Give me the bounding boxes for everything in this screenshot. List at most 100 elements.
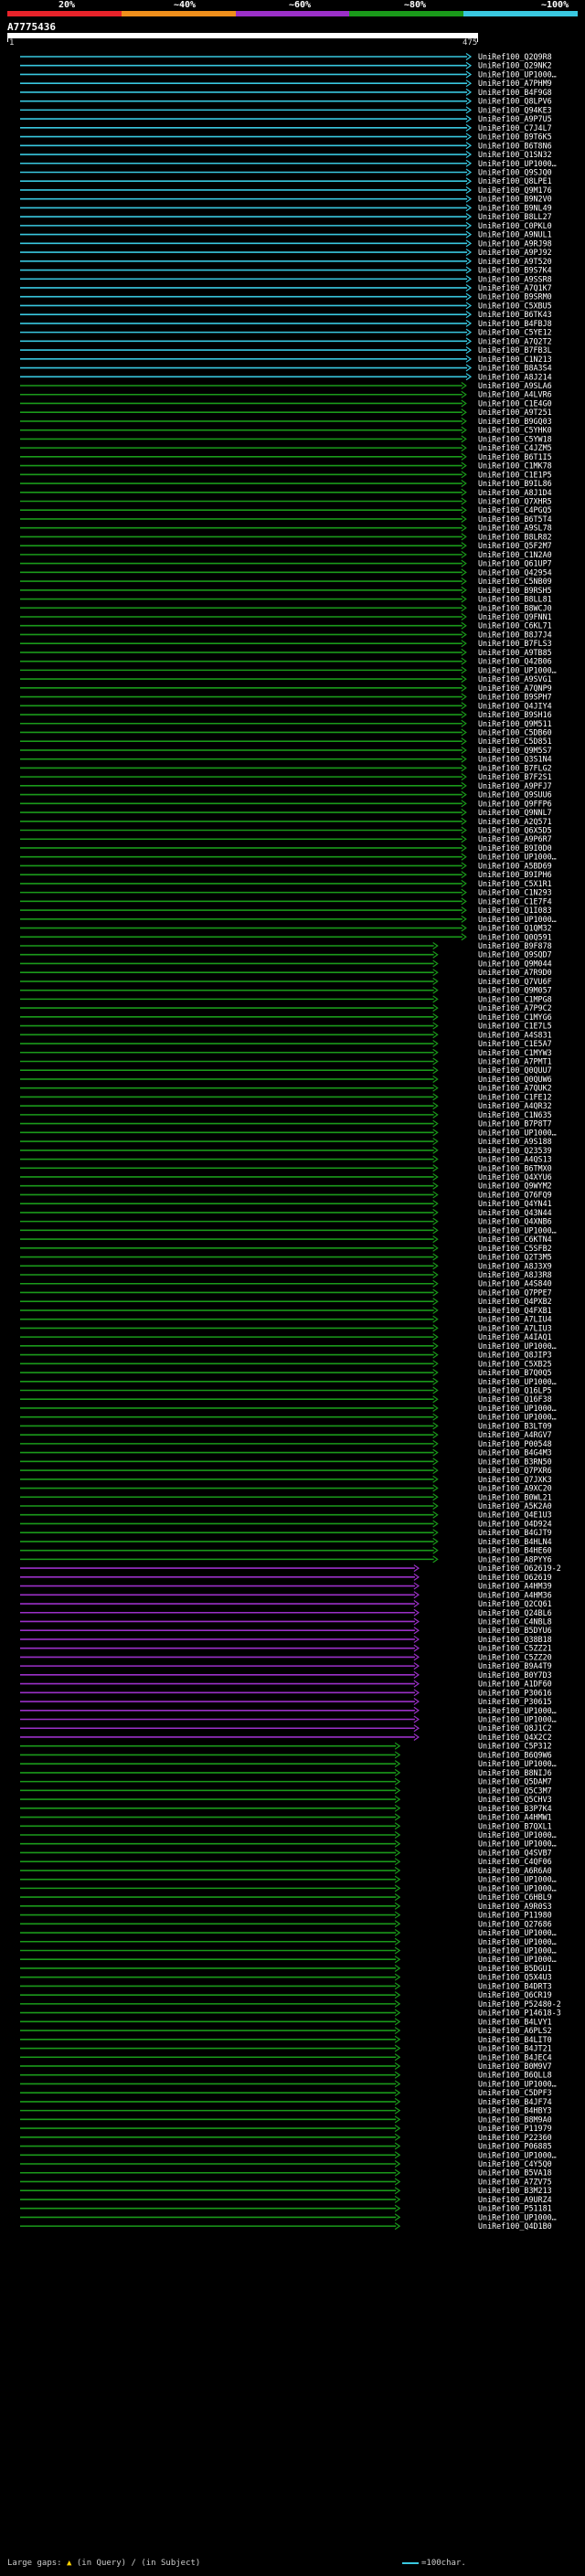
subject-label[interactable]: UniRef100_B5VA18 <box>478 2168 552 2178</box>
subject-label[interactable]: UniRef100_Q23539 <box>478 1146 552 1155</box>
subject-label[interactable]: UniRef100_Q5C3M7 <box>478 1786 552 1795</box>
subject-label[interactable]: UniRef100_B4F9G8 <box>478 88 552 97</box>
subject-label[interactable]: UniRef100_B4GJT9 <box>478 1528 552 1537</box>
subject-label[interactable]: UniRef100_Q9NNL7 <box>478 808 552 817</box>
subject-label[interactable]: UniRef100_B8M9A0 <box>478 2115 552 2124</box>
subject-label[interactable]: UniRef100_Q5X4U3 <box>478 1973 552 1982</box>
subject-label[interactable]: UniRef100_B4JEC4 <box>478 2052 552 2062</box>
subject-label[interactable]: UniRef100_Q9M057 <box>478 986 552 995</box>
subject-label[interactable]: UniRef100_A7ZV75 <box>478 2177 552 2186</box>
subject-label[interactable]: UniRef100_UP1000… <box>478 1759 557 1768</box>
subject-label[interactable]: UniRef100_A9TB85 <box>478 648 552 657</box>
subject-label[interactable]: UniRef100_O62619-2 <box>478 1564 561 1573</box>
subject-label[interactable]: UniRef100_C5NB09 <box>478 577 552 586</box>
subject-label[interactable]: UniRef100_Q2T3M5 <box>478 1253 552 1262</box>
subject-label[interactable]: UniRef100_O4D924 <box>478 1519 552 1528</box>
subject-label[interactable]: UniRef100_C5DB60 <box>478 727 552 737</box>
subject-label[interactable]: UniRef100_A9PJ92 <box>478 248 552 257</box>
subject-label[interactable]: UniRef100_B7FB3L <box>478 345 552 355</box>
subject-label[interactable]: UniRef100_Q4D1B0 <box>478 2221 552 2231</box>
subject-label[interactable]: UniRef100_Q9WYM2 <box>478 1182 552 1191</box>
subject-label[interactable]: UniRef100_Q2CQ61 <box>478 1599 552 1608</box>
subject-label[interactable]: UniRef100_B6Q9W6 <box>478 1750 552 1759</box>
subject-label[interactable]: UniRef100_Q9FNN1 <box>478 612 552 621</box>
subject-label[interactable]: UniRef100_Q5DAM7 <box>478 1777 552 1786</box>
subject-label[interactable]: UniRef100_A6R6A0 <box>478 1866 552 1875</box>
subject-label[interactable]: UniRef100_Q0Q591 <box>478 932 552 941</box>
subject-label[interactable]: UniRef100_C1E4G0 <box>478 398 552 408</box>
subject-label[interactable]: UniRef100_B3RN50 <box>478 1457 552 1466</box>
subject-label[interactable]: UniRef100_UP1000… <box>478 1875 557 1884</box>
subject-label[interactable]: UniRef100_UP1000… <box>478 1955 557 1964</box>
subject-label[interactable]: UniRef100_Q43N44 <box>478 1208 552 1217</box>
subject-label[interactable]: UniRef100_Q8JIP3 <box>478 1351 552 1360</box>
subject-label[interactable]: UniRef100_A4QS13 <box>478 1155 552 1164</box>
subject-label[interactable]: UniRef100_A6PLS2 <box>478 2026 552 2035</box>
subject-label[interactable]: UniRef100_Q9M176 <box>478 186 552 195</box>
subject-label[interactable]: UniRef100_B9F878 <box>478 941 552 950</box>
subject-label[interactable]: UniRef100_B6TK43 <box>478 310 552 319</box>
subject-label[interactable]: UniRef100_B9SPH7 <box>478 693 552 702</box>
subject-label[interactable]: UniRef100_B4FBJ8 <box>478 319 552 328</box>
subject-label[interactable]: UniRef100_C6HBL9 <box>478 1892 552 1902</box>
subject-label[interactable]: UniRef100_Q6X5D5 <box>478 826 552 835</box>
subject-label[interactable]: UniRef100_Q4XYU6 <box>478 1172 552 1182</box>
subject-label[interactable]: UniRef100_C6KTN4 <box>478 1235 552 1244</box>
subject-label[interactable]: UniRef100_Q8LPV6 <box>478 97 552 106</box>
subject-label[interactable]: UniRef100_C1E7L5 <box>478 1022 552 1031</box>
subject-label[interactable]: UniRef100_Q27686 <box>478 1919 552 1928</box>
subject-label[interactable]: UniRef100_B9IL86 <box>478 479 552 488</box>
subject-label[interactable]: UniRef100_B9IPH6 <box>478 870 552 879</box>
subject-label[interactable]: UniRef100_Q6CR19 <box>478 1990 552 1999</box>
subject-label[interactable]: UniRef100_UP1000… <box>478 1128 557 1137</box>
subject-label[interactable]: UniRef100_P22360 <box>478 2133 552 2142</box>
subject-label[interactable]: UniRef100_A9S188 <box>478 1137 552 1146</box>
subject-label[interactable]: UniRef100_UP1000… <box>478 69 557 79</box>
subject-label[interactable]: UniRef100_A4HM39 <box>478 1582 552 1591</box>
subject-label[interactable]: UniRef100_Q1SN32 <box>478 150 552 159</box>
subject-label[interactable]: UniRef100_Q7JXK3 <box>478 1475 552 1484</box>
subject-label[interactable]: UniRef100_B4HLN4 <box>478 1537 552 1546</box>
subject-label[interactable]: UniRef100_Q1I083 <box>478 906 552 915</box>
subject-label[interactable]: UniRef100_B4LIT0 <box>478 2035 552 2044</box>
subject-label[interactable]: UniRef100_B4HE60 <box>478 1546 552 1555</box>
subject-label[interactable]: UniRef100_Q9M511 <box>478 719 552 728</box>
subject-label[interactable]: UniRef100_A7Q2T2 <box>478 336 552 345</box>
subject-label[interactable]: UniRef100_B4HBY3 <box>478 2106 552 2115</box>
subject-label[interactable]: UniRef100_Q16F38 <box>478 1394 552 1404</box>
subject-label[interactable]: UniRef100_C4NBL8 <box>478 1617 552 1626</box>
subject-label[interactable]: UniRef100_C5ZZ20 <box>478 1652 552 1661</box>
subject-label[interactable]: UniRef100_B7P8T7 <box>478 1119 552 1129</box>
subject-label[interactable]: UniRef100_A4HMW1 <box>478 1813 552 1822</box>
subject-label[interactable]: UniRef100_UP1000… <box>478 2212 557 2221</box>
subject-label[interactable]: UniRef100_Q9FFP6 <box>478 799 552 808</box>
subject-label[interactable]: UniRef100_B6T5T4 <box>478 514 552 524</box>
subject-label[interactable]: UniRef100_B8LR82 <box>478 532 552 541</box>
subject-label[interactable]: UniRef100_Q4E1U3 <box>478 1511 552 1520</box>
subject-label[interactable]: UniRef100_B7FLS3 <box>478 639 552 648</box>
subject-label[interactable]: UniRef100_A8J3X9 <box>478 1261 552 1270</box>
subject-label[interactable]: UniRef100_A4S831 <box>478 1030 552 1039</box>
subject-label[interactable]: UniRef100_A7R9D0 <box>478 968 552 977</box>
subject-label[interactable]: UniRef100_B9A4T9 <box>478 1661 552 1670</box>
subject-label[interactable]: UniRef100_C1MYW3 <box>478 1048 552 1057</box>
subject-label[interactable]: UniRef100_UP1000… <box>478 1413 557 1422</box>
subject-label[interactable]: UniRef100_A4QR32 <box>478 1101 552 1110</box>
subject-label[interactable]: UniRef100_B0M9V7 <box>478 2062 552 2071</box>
subject-label[interactable]: UniRef100_UP1000… <box>478 1715 557 1724</box>
subject-label[interactable]: UniRef100_C5DPF3 <box>478 2088 552 2097</box>
subject-label[interactable]: UniRef100_A5BD69 <box>478 861 552 870</box>
subject-label[interactable]: UniRef100_UP1000… <box>478 1377 557 1386</box>
subject-label[interactable]: UniRef100_A9URZ4 <box>478 2195 552 2204</box>
subject-label[interactable]: UniRef100_Q4YN41 <box>478 1199 552 1208</box>
subject-label[interactable]: UniRef100_A7PHM9 <box>478 79 552 88</box>
subject-label[interactable]: UniRef100_A9SLA6 <box>478 381 552 390</box>
subject-label[interactable]: UniRef100_Q4JIY4 <box>478 701 552 710</box>
subject-label[interactable]: UniRef100_C5XBU5 <box>478 301 552 310</box>
subject-label[interactable]: UniRef100_C1E7F4 <box>478 896 552 906</box>
subject-label[interactable]: UniRef100_Q0QUW6 <box>478 1075 552 1084</box>
subject-label[interactable]: UniRef100_C4QF06 <box>478 1857 552 1866</box>
subject-label[interactable]: UniRef100_Q5F2M7 <box>478 541 552 550</box>
subject-label[interactable]: UniRef100_Q2Q9R8 <box>478 52 552 61</box>
subject-label[interactable]: UniRef100_P00548 <box>478 1439 552 1448</box>
